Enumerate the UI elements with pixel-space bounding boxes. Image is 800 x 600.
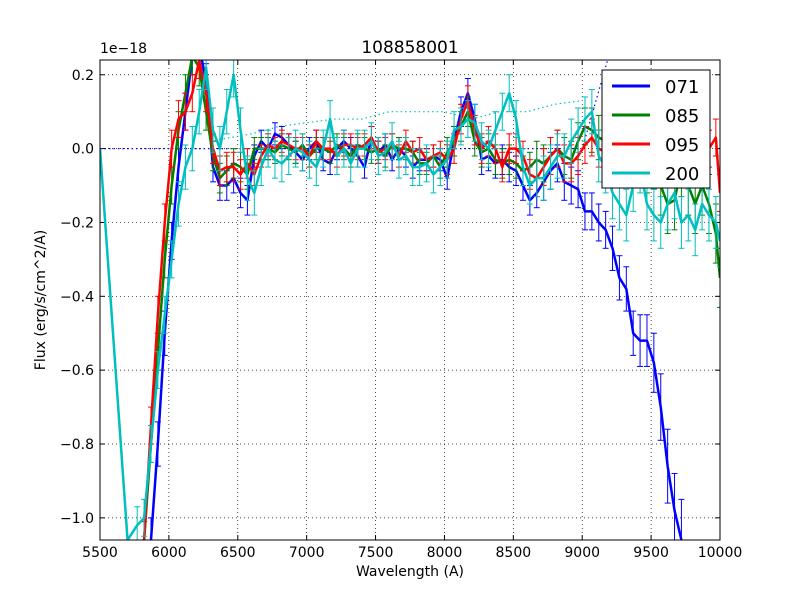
x-tick-label: 9500 xyxy=(633,545,669,561)
x-tick-label: 7000 xyxy=(289,545,325,561)
legend-label-200: 200 xyxy=(665,164,699,185)
y-tick-label: −0.2 xyxy=(60,215,94,231)
x-tick-label: 9000 xyxy=(564,545,600,561)
x-axis-ticks: 5500 6000 6500 7000 7500 8000 8500 9000 9500 1000… xyxy=(82,60,742,561)
y-axis-label: Flux (erg/s/cm^2/A) xyxy=(33,230,49,370)
legend-label-085: 085 xyxy=(665,106,699,127)
y-offset-text: 1e−18 xyxy=(100,41,147,57)
y-tick-label: 0.0 xyxy=(72,142,94,158)
y-tick-label: −0.4 xyxy=(60,289,94,305)
y-tick-label: −1.0 xyxy=(60,511,94,527)
legend-label-071: 071 xyxy=(665,77,699,98)
legend-box xyxy=(601,69,711,189)
series-200 xyxy=(100,60,720,540)
legend-label-095: 095 xyxy=(665,135,699,156)
x-tick-label: 6000 xyxy=(151,545,187,561)
series-line-071 xyxy=(149,60,683,540)
plot-frame xyxy=(99,59,721,541)
x-tick-label: 5500 xyxy=(82,545,118,561)
x-tick-label: 7500 xyxy=(358,545,394,561)
x-axis-label: Wavelength (A) xyxy=(356,564,464,580)
x-tick-label: 10000 xyxy=(698,545,743,561)
series-line-200 xyxy=(100,66,720,540)
legend: 071 085 095 200 xyxy=(601,69,711,189)
y-tick-label: 0.2 xyxy=(72,68,94,84)
y-axis-ticks: −1.0 −0.8 −0.6 −0.4 −0.2 0.0 0.2 xyxy=(60,68,720,527)
x-tick-label: 8500 xyxy=(496,545,532,561)
y-tick-label: −0.8 xyxy=(60,437,94,453)
x-tick-label: 8000 xyxy=(427,545,463,561)
y-tick-label: −0.6 xyxy=(60,363,94,379)
chart-title: 108858001 xyxy=(361,38,458,58)
x-tick-label: 6500 xyxy=(220,545,256,561)
